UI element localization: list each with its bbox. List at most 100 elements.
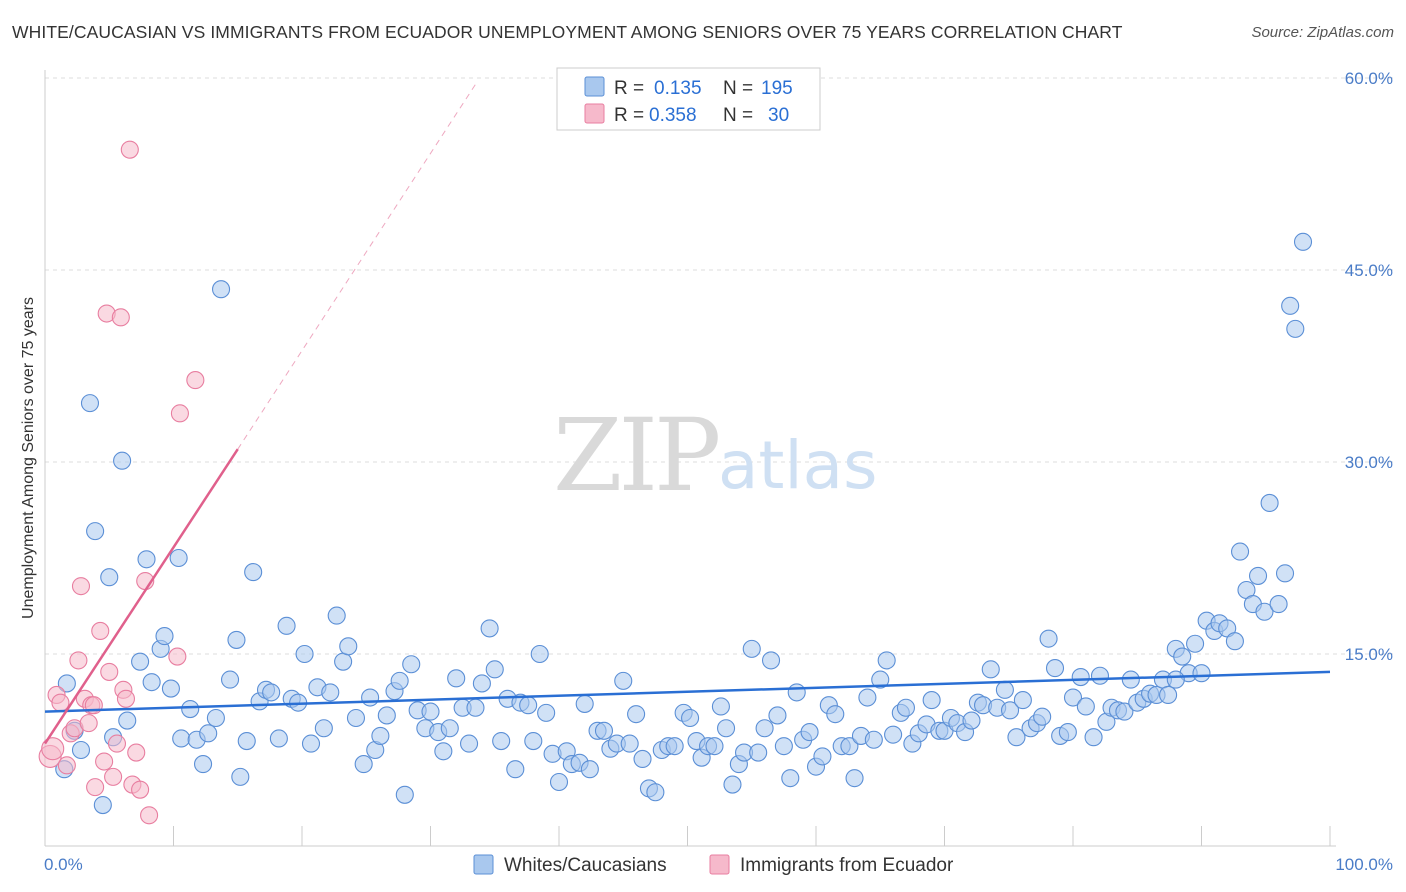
- data-point-whites: [1281, 296, 1300, 315]
- data-point-whites: [1173, 647, 1192, 666]
- data-point-ecuador: [168, 647, 187, 666]
- data-point-whites: [1058, 723, 1077, 742]
- data-point-whites: [227, 630, 246, 649]
- data-point-ecuador: [86, 778, 105, 797]
- data-point-whites: [1231, 542, 1250, 561]
- trend-line-ecuador-extension: [237, 84, 476, 450]
- data-point-whites: [434, 742, 453, 761]
- legend-n-label-2: N =: [723, 105, 753, 126]
- axes: [44, 70, 1336, 847]
- bottom-legend-swatch-pink: [709, 854, 730, 875]
- data-point-whites: [80, 394, 100, 413]
- data-point-ecuador: [170, 404, 189, 423]
- watermark-zip: ZIP: [553, 397, 718, 514]
- data-point-whites: [339, 637, 358, 656]
- data-point-whites: [86, 522, 105, 541]
- data-point-whites: [421, 702, 440, 721]
- series-legend: Whites/Caucasians Immigrants from Ecuado…: [473, 854, 954, 876]
- data-point-whites: [447, 669, 466, 688]
- data-point-whites: [100, 568, 119, 587]
- data-point-whites: [761, 651, 781, 670]
- data-point-whites: [354, 755, 373, 774]
- legend-r-value-2: 0.358: [649, 105, 697, 126]
- data-point-whites: [1121, 670, 1140, 689]
- chart-title: WHITE/CAUCASIAN VS IMMIGRANTS FROM ECUAD…: [12, 22, 1123, 42]
- data-point-ecuador: [131, 780, 150, 799]
- data-point-whites: [301, 734, 321, 753]
- data-point-whites: [371, 726, 390, 745]
- data-point-ecuador: [186, 371, 205, 390]
- data-point-whites: [485, 660, 504, 679]
- data-point-ecuador: [79, 714, 98, 733]
- trend-lines: [43, 84, 1331, 745]
- data-point-whites: [620, 734, 639, 753]
- data-point-whites: [492, 731, 511, 751]
- data-point-whites: [506, 760, 525, 779]
- data-point-whites: [1248, 566, 1268, 585]
- data-point-whites: [781, 769, 800, 788]
- data-point-whites: [1260, 493, 1279, 513]
- y-tick-label: 30.0%: [1345, 453, 1393, 472]
- data-point-whites: [377, 706, 396, 725]
- data-point-ecuador: [104, 767, 123, 786]
- data-point-whites: [262, 683, 281, 702]
- data-point-whites: [1275, 564, 1295, 583]
- data-point-ecuador: [95, 752, 114, 771]
- data-point-whites: [480, 619, 499, 638]
- correlation-legend: R = 0.135 N = 195 R = 0.358 N = 30: [556, 67, 821, 131]
- data-point-whites: [1269, 595, 1288, 614]
- data-point-whites: [755, 719, 774, 738]
- data-point-whites: [633, 749, 652, 769]
- data-point-whites: [530, 644, 549, 664]
- data-point-whites: [845, 769, 864, 788]
- data-point-whites: [321, 683, 340, 702]
- bottom-legend-label-pink: Immigrants from Ecuador: [740, 855, 954, 876]
- data-point-whites: [395, 785, 414, 804]
- data-point-whites: [390, 671, 409, 690]
- data-point-whites: [1013, 691, 1032, 710]
- data-point-whites: [1063, 688, 1083, 707]
- data-point-whites: [524, 731, 543, 751]
- x-tick-labels: 0.0% 100.0%: [44, 855, 1393, 874]
- data-point-whites: [787, 683, 806, 702]
- series-whites-caucasians: [55, 232, 1313, 815]
- source-credit: Source: ZipAtlas.com: [1251, 24, 1394, 41]
- data-point-whites: [813, 747, 832, 766]
- trend-line-whites: [44, 670, 1331, 713]
- data-point-whites: [172, 729, 191, 748]
- y-tick-label: 15.0%: [1345, 645, 1393, 664]
- data-point-whites: [137, 550, 156, 569]
- data-point-ecuador: [127, 743, 146, 762]
- data-point-ecuador: [57, 756, 76, 775]
- data-point-whites: [440, 719, 459, 738]
- legend-n-value-2: 30: [768, 105, 789, 126]
- data-point-whites: [1084, 728, 1103, 747]
- data-point-ecuador: [120, 140, 139, 159]
- data-point-whites: [131, 652, 150, 671]
- data-point-whites: [1045, 659, 1065, 678]
- data-point-whites: [1286, 319, 1305, 338]
- data-point-whites: [194, 755, 213, 774]
- data-point-whites: [113, 451, 132, 470]
- data-point-whites: [877, 651, 896, 670]
- data-point-whites: [1186, 634, 1205, 653]
- legend-swatch-pink: [584, 103, 605, 124]
- data-point-whites: [295, 644, 314, 664]
- data-point-ecuador: [91, 621, 110, 641]
- data-point-whites: [231, 767, 250, 786]
- data-point-whites: [1159, 685, 1178, 705]
- bottom-legend-label-blue: Whites/Caucasians: [504, 855, 667, 876]
- data-point-whites: [346, 708, 366, 728]
- watermark-atlas: atlas: [718, 427, 878, 504]
- data-point-ecuador: [111, 308, 130, 327]
- data-point-whites: [161, 679, 180, 698]
- data-point-whites: [519, 696, 538, 715]
- data-point-whites: [768, 706, 787, 725]
- data-point-whites: [840, 737, 859, 756]
- data-point-whites: [155, 627, 174, 646]
- data-point-whites: [537, 703, 556, 722]
- data-point-whites: [361, 688, 380, 707]
- data-point-whites: [1007, 728, 1026, 747]
- data-point-whites: [614, 671, 633, 690]
